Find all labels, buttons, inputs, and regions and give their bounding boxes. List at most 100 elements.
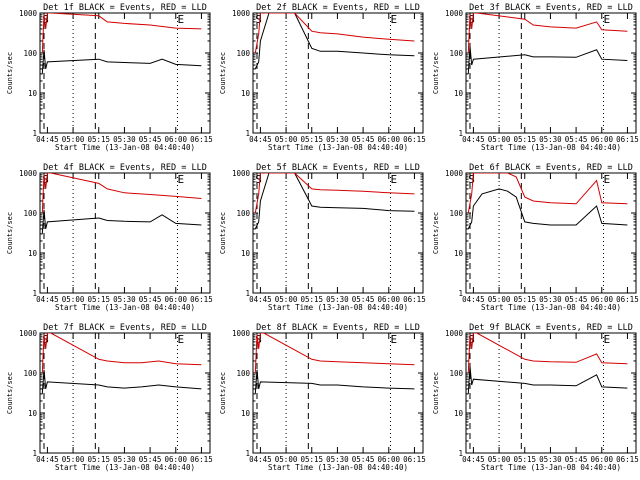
plot-frame — [252, 12, 424, 134]
x-tick-label: 05:00 — [488, 295, 511, 304]
x-tick-label: 04:45 — [249, 135, 272, 144]
x-tick-label: 05:30 — [113, 455, 136, 464]
x-tick-label: 06:00 — [164, 135, 187, 144]
x-tick-label: 05:45 — [139, 295, 162, 304]
y-axis-label: Counts/sec — [432, 52, 440, 94]
plot-frame — [39, 12, 211, 134]
x-tick-label: 06:15 — [190, 455, 213, 464]
panel-det-2: Det 2f BLACK = Events, RED = LLD Counts/s… — [219, 3, 426, 152]
x-tick-label: 05:00 — [275, 135, 298, 144]
y-tick-label: 1 — [32, 129, 37, 138]
y-tick-label: 1 — [245, 129, 250, 138]
interval-marker-e: E — [603, 13, 610, 26]
panel-title: Det 8f BLACK = Events, RED = LLD — [256, 323, 420, 333]
x-tick-label: 05:30 — [113, 135, 136, 144]
plot-frame — [252, 172, 424, 294]
x-tick-label: 06:15 — [616, 455, 639, 464]
series-events — [254, 13, 415, 70]
interval-marker-s: S — [468, 13, 475, 26]
x-tick-label: 05:45 — [565, 455, 588, 464]
x-tick-label: 06:00 — [164, 455, 187, 464]
x-tick-label: 05:45 — [565, 295, 588, 304]
panel-det-1: Det 1f BLACK = Events, RED = LLD Counts/s… — [6, 3, 213, 152]
y-axis-label: Counts/sec — [219, 52, 227, 94]
y-axis-label: Counts/sec — [432, 212, 440, 254]
y-tick-label: 1000 — [232, 329, 251, 338]
y-tick-label: 10 — [241, 249, 251, 258]
panel-det-7: Det 7f BLACK = Events, RED = LLD Counts/s… — [6, 323, 213, 472]
x-tick-label: 04:45 — [36, 135, 59, 144]
y-tick-label: 1 — [245, 289, 250, 298]
y-tick-label: 10 — [454, 409, 464, 418]
plot-frame — [39, 332, 211, 454]
series-events — [254, 369, 415, 394]
x-tick-label: 05:00 — [62, 135, 85, 144]
interval-marker-s: S — [255, 173, 262, 186]
y-tick-label: 10 — [454, 89, 464, 98]
x-axis-label: Start Time (13-Jan-08 04:40:40) — [481, 303, 621, 312]
interval-marker-e: E — [177, 173, 184, 186]
x-axis-label: Start Time (13-Jan-08 04:40:40) — [481, 143, 621, 152]
x-tick-label: 06:15 — [190, 295, 213, 304]
x-tick-label: 04:45 — [462, 295, 485, 304]
x-tick-label: 05:00 — [488, 455, 511, 464]
y-axis-label: Counts/sec — [219, 372, 227, 414]
x-tick-label: 05:15 — [87, 455, 110, 464]
x-tick-label: 05:30 — [326, 295, 349, 304]
series-lld — [254, 13, 415, 54]
x-tick-label: 06:00 — [377, 295, 400, 304]
x-tick-label: 05:00 — [275, 455, 298, 464]
panel-title: Det 7f BLACK = Events, RED = LLD — [43, 323, 207, 333]
y-axis-label: Counts/sec — [6, 212, 14, 254]
x-tick-label: 05:30 — [113, 295, 136, 304]
x-axis-label: Start Time (13-Jan-08 04:40:40) — [55, 303, 195, 312]
series-events — [254, 173, 415, 230]
x-axis-label: Start Time (13-Jan-08 04:40:40) — [55, 143, 195, 152]
panel-det-5: Det 5f BLACK = Events, RED = LLD Counts/s… — [219, 163, 426, 312]
x-tick-label: 05:15 — [87, 135, 110, 144]
y-tick-label: 1000 — [445, 169, 464, 178]
series-events — [467, 188, 628, 230]
y-tick-label: 1000 — [445, 329, 464, 338]
plot-frame — [39, 172, 211, 294]
y-axis-label: Counts/sec — [219, 212, 227, 254]
panel-det-9: Det 9f BLACK = Events, RED = LLD Counts/s… — [432, 323, 639, 472]
x-tick-label: 06:15 — [616, 295, 639, 304]
x-tick-label: 06:15 — [190, 135, 213, 144]
x-tick-label: 06:15 — [616, 135, 639, 144]
panel-det-4: Det 4f BLACK = Events, RED = LLD Counts/s… — [6, 163, 213, 312]
y-tick-label: 1000 — [19, 329, 38, 338]
y-tick-label: 1 — [458, 449, 463, 458]
x-tick-label: 05:30 — [326, 455, 349, 464]
y-tick-label: 100 — [449, 49, 463, 58]
panel-det-3: Det 3f BLACK = Events, RED = LLD Counts/s… — [432, 3, 639, 152]
y-tick-label: 10 — [454, 249, 464, 258]
x-tick-label: 05:30 — [539, 295, 562, 304]
interval-marker-e: E — [177, 333, 184, 346]
y-tick-label: 1000 — [19, 169, 38, 178]
interval-marker-s: S — [468, 173, 475, 186]
y-axis-label: Counts/sec — [6, 52, 14, 94]
y-tick-label: 1 — [458, 129, 463, 138]
plot-frame — [252, 332, 424, 454]
x-tick-label: 05:45 — [139, 135, 162, 144]
interval-marker-s: S — [468, 333, 475, 346]
x-axis-label: Start Time (13-Jan-08 04:40:40) — [268, 143, 408, 152]
x-tick-label: 05:30 — [539, 455, 562, 464]
panel-title: Det 3f BLACK = Events, RED = LLD — [469, 3, 633, 13]
x-tick-label: 06:00 — [590, 135, 613, 144]
x-tick-label: 04:45 — [36, 455, 59, 464]
y-tick-label: 100 — [23, 209, 37, 218]
x-axis-label: Start Time (13-Jan-08 04:40:40) — [268, 463, 408, 472]
x-tick-label: 04:45 — [462, 455, 485, 464]
interval-marker-s: S — [255, 333, 262, 346]
interval-marker-s: S — [42, 333, 49, 346]
x-tick-label: 05:45 — [139, 455, 162, 464]
y-tick-label: 10 — [241, 89, 251, 98]
x-tick-label: 05:15 — [87, 295, 110, 304]
panel-det-6: Det 6f BLACK = Events, RED = LLD Counts/s… — [432, 163, 639, 312]
x-tick-label: 06:00 — [377, 135, 400, 144]
y-tick-label: 100 — [236, 49, 250, 58]
x-tick-label: 05:45 — [352, 455, 375, 464]
